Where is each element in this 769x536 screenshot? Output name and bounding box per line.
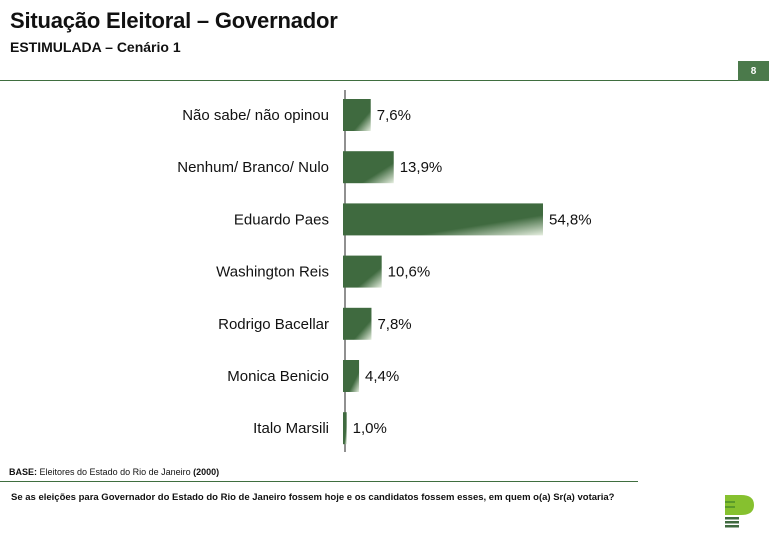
bar-3 <box>343 255 382 288</box>
bar-0 <box>343 99 371 131</box>
bar-4 <box>343 307 372 340</box>
category-label: Rodrigo Bacellar <box>218 316 329 333</box>
value-label: 13,9% <box>400 159 443 176</box>
page-number-badge: 8 <box>738 61 769 81</box>
bar-1 <box>343 151 394 184</box>
category-label: Italo Marsili <box>253 420 329 437</box>
category-label: Monica Benicio <box>227 368 329 385</box>
base-count: (2000) <box>193 467 220 477</box>
bars-group: Não sabe/ não opinou 7,6% Nenhum/ Branco/ … <box>177 99 592 445</box>
value-label: 7,6% <box>377 107 411 124</box>
category-label: Eduardo Paes <box>234 211 329 228</box>
bar-5 <box>343 360 360 392</box>
survey-question: Se as eleições para Governador do Estado… <box>11 492 615 503</box>
value-label: 54,8% <box>549 211 592 228</box>
category-label: Washington Reis <box>216 264 329 281</box>
value-label: 4,4% <box>365 368 399 385</box>
category-label: Não sabe/ não opinou <box>182 107 329 124</box>
value-label: 7,8% <box>377 316 411 333</box>
company-logo-icon <box>725 495 754 528</box>
base-note: BASE: Eleitores do Estado do Rio de Jane… <box>9 467 219 477</box>
base-text: Eleitores do Estado do Rio de Janeiro <box>39 467 191 477</box>
bar-2 <box>343 203 543 236</box>
value-label: 10,6% <box>388 264 431 281</box>
value-label: 1,0% <box>353 420 387 437</box>
page-subtitle: ESTIMULADA – Cenário 1 <box>10 39 181 55</box>
header-divider <box>0 80 738 81</box>
page-title: Situação Eleitoral – Governador <box>10 8 338 33</box>
footer-divider <box>0 481 638 482</box>
bar-6 <box>343 412 347 445</box>
category-label: Nenhum/ Branco/ Nulo <box>177 159 329 176</box>
base-label: BASE: <box>9 467 38 477</box>
